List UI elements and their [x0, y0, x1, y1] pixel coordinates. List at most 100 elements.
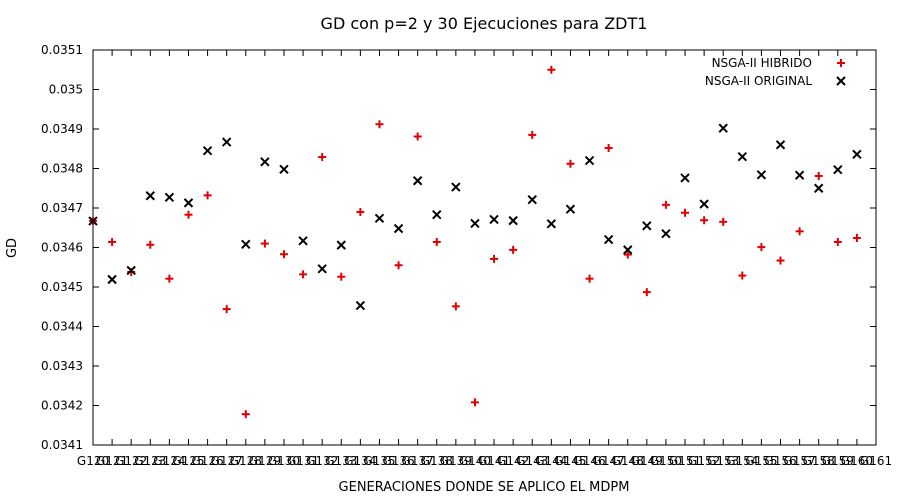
chart-title: GD con p=2 y 30 Ejecuciones para ZDT1 — [321, 14, 648, 33]
original-point — [374, 213, 385, 223]
hibrido-point — [146, 240, 155, 249]
x-tick-label: G123 — [134, 454, 166, 468]
original-point — [470, 218, 480, 229]
x-tick-label: G146 — [573, 454, 605, 468]
y-tick-label: 0.0351 — [41, 43, 83, 57]
original-point — [814, 183, 824, 193]
hibrido-point — [719, 217, 728, 226]
original-point — [412, 176, 423, 186]
x-tick-label: G125 — [172, 454, 204, 468]
original-point — [852, 149, 862, 159]
original-point — [451, 182, 461, 192]
original-point — [88, 216, 98, 226]
hibrido-point — [413, 132, 422, 141]
hibrido-point — [681, 208, 690, 217]
hibrido-point — [260, 239, 269, 248]
hibrido-point — [814, 172, 823, 181]
original-point — [584, 155, 595, 166]
x-tick-label: G152 — [688, 454, 720, 468]
x-tick-label: G135 — [363, 454, 395, 468]
original-point — [775, 140, 786, 150]
y-tick-label: 0.035 — [49, 83, 83, 97]
original-point — [718, 123, 728, 133]
hibrido-point — [566, 159, 575, 168]
x-tick-label: G136 — [382, 454, 414, 468]
hibrido-point — [661, 200, 670, 209]
x-tick-label: G132 — [306, 454, 338, 468]
x-tick-label: G127 — [211, 454, 243, 468]
hibrido-point — [757, 243, 766, 252]
x-tick-label: G137 — [402, 454, 434, 468]
y-tick-label: 0.0341 — [41, 438, 83, 452]
original-point — [202, 146, 213, 156]
y-tick-label: 0.0345 — [41, 280, 83, 294]
hibrido-point — [528, 130, 537, 139]
x-tick-label: G151 — [669, 454, 701, 468]
x-tick-label: G153 — [707, 454, 739, 468]
original-point — [260, 157, 270, 167]
hibrido-point — [337, 272, 346, 281]
original-point — [833, 164, 843, 175]
hibrido-point — [509, 245, 518, 254]
x-axis-title: GENERACIONES DONDE SE APLICO EL MDPM — [339, 480, 630, 495]
original-point — [279, 164, 289, 174]
x-tick-label: G148 — [612, 454, 644, 468]
original-point — [661, 228, 671, 239]
original-point — [317, 264, 327, 274]
x-tick-label: G126 — [191, 454, 223, 468]
hibrido-point — [738, 271, 747, 280]
hibrido-point — [642, 288, 651, 297]
hibrido-point — [547, 65, 556, 74]
legend-label: NSGA-II HIBRIDO — [712, 56, 812, 70]
x-tick-label: G160 — [841, 454, 873, 468]
original-point — [756, 170, 767, 180]
y-tick-label: 0.0344 — [41, 320, 83, 334]
x-tick-label: G138 — [421, 454, 453, 468]
y-tick-label: 0.0349 — [41, 122, 83, 136]
hibrido-point — [279, 250, 288, 259]
original-point — [221, 137, 232, 147]
original-point — [546, 219, 557, 229]
original-point — [145, 191, 155, 201]
x-tick-label: G128 — [230, 454, 262, 468]
x-tick-label: G161 — [860, 454, 892, 468]
y-axis: 0.0341 0.0342 0.0343 0.0344 0.0345 0.0346 0.03… — [41, 43, 876, 452]
hibrido-point — [604, 143, 613, 152]
x-tick-label: G155 — [745, 454, 777, 468]
x-tick-label: G156 — [764, 454, 796, 468]
x-tick-label: G157 — [784, 454, 816, 468]
original-point — [603, 234, 614, 245]
hibrido-point — [165, 274, 174, 283]
x-tick-label: G134 — [344, 454, 376, 468]
y-tick-label: 0.0348 — [41, 162, 83, 176]
original-point — [565, 204, 576, 214]
original-point — [794, 170, 805, 180]
legend-label: NSGA-II ORIGINAL — [705, 74, 812, 88]
x-axis: G120G121G122G123G124G125G126G127G128G129… — [77, 50, 892, 468]
hibrido-point — [776, 256, 785, 265]
y-tick-label: 0.0346 — [41, 241, 83, 255]
series-hibrido — [89, 65, 861, 419]
x-tick-label: G120 — [77, 454, 109, 468]
series-original — [88, 123, 862, 311]
hibrido-point — [318, 153, 327, 162]
x-tick-label: G154 — [726, 454, 758, 468]
hibrido-point — [432, 237, 441, 246]
hibrido-point — [394, 261, 403, 270]
x-tick-label: G124 — [153, 454, 185, 468]
hibrido-point — [451, 302, 460, 311]
hibrido-point — [108, 237, 117, 246]
original-point — [508, 215, 518, 226]
original-point — [737, 151, 748, 162]
x-tick-label: G122 — [115, 454, 147, 468]
original-point — [527, 194, 537, 205]
x-tick-label: G121 — [96, 454, 128, 468]
hibrido-point — [833, 237, 842, 246]
x-tick-label: G149 — [631, 454, 663, 468]
original-point — [164, 192, 175, 203]
original-point — [642, 221, 652, 231]
legend-marker — [836, 76, 846, 86]
hibrido-point — [203, 191, 212, 200]
x-tick-label: G129 — [249, 454, 281, 468]
